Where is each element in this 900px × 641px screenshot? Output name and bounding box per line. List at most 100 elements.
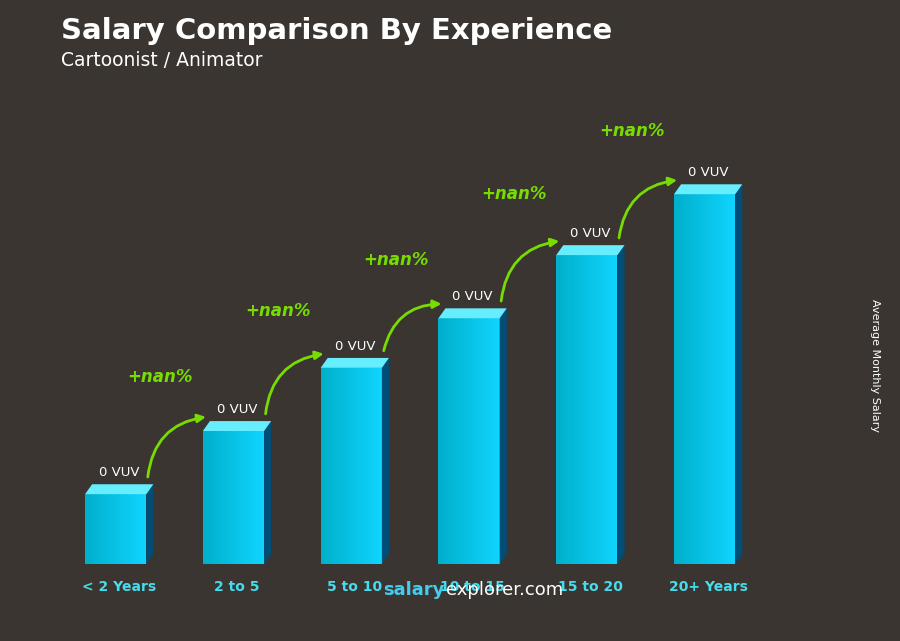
- Bar: [221, 431, 223, 564]
- Bar: [117, 494, 119, 564]
- Bar: [589, 255, 590, 564]
- Polygon shape: [86, 484, 153, 494]
- Bar: [440, 318, 442, 564]
- Bar: [259, 431, 261, 564]
- Polygon shape: [438, 308, 507, 318]
- Bar: [374, 368, 376, 564]
- Bar: [366, 368, 368, 564]
- Bar: [454, 318, 455, 564]
- Bar: [570, 255, 572, 564]
- Bar: [215, 431, 217, 564]
- Bar: [492, 318, 493, 564]
- Bar: [446, 318, 447, 564]
- Text: Average Monthly Salary: Average Monthly Salary: [869, 299, 880, 432]
- Bar: [676, 194, 677, 564]
- Bar: [131, 494, 132, 564]
- Bar: [213, 431, 215, 564]
- Bar: [244, 431, 246, 564]
- Bar: [689, 194, 691, 564]
- Bar: [224, 431, 226, 564]
- Bar: [573, 255, 574, 564]
- Bar: [327, 368, 328, 564]
- Polygon shape: [617, 245, 625, 564]
- Bar: [466, 318, 467, 564]
- Bar: [462, 318, 463, 564]
- Text: 0 VUV: 0 VUV: [688, 166, 728, 179]
- Bar: [212, 431, 213, 564]
- Bar: [709, 194, 711, 564]
- Text: salary: salary: [383, 581, 445, 599]
- Bar: [359, 368, 361, 564]
- Bar: [685, 194, 687, 564]
- Bar: [116, 494, 117, 564]
- Bar: [615, 255, 616, 564]
- Bar: [720, 194, 722, 564]
- Text: 0 VUV: 0 VUV: [453, 290, 493, 303]
- Bar: [582, 255, 584, 564]
- Bar: [447, 318, 449, 564]
- Bar: [493, 318, 495, 564]
- Polygon shape: [147, 484, 153, 564]
- Text: +nan%: +nan%: [364, 251, 428, 269]
- Bar: [562, 255, 564, 564]
- Bar: [593, 255, 595, 564]
- Bar: [139, 494, 140, 564]
- Polygon shape: [320, 358, 389, 368]
- Text: 0 VUV: 0 VUV: [99, 466, 140, 479]
- Bar: [258, 431, 259, 564]
- Bar: [585, 255, 587, 564]
- Bar: [567, 255, 569, 564]
- Bar: [379, 368, 381, 564]
- Bar: [355, 368, 356, 564]
- Bar: [233, 431, 235, 564]
- Bar: [486, 318, 488, 564]
- Bar: [600, 255, 602, 564]
- Bar: [88, 494, 90, 564]
- Bar: [482, 318, 484, 564]
- Bar: [717, 194, 718, 564]
- Bar: [207, 431, 209, 564]
- Bar: [338, 368, 339, 564]
- Bar: [442, 318, 443, 564]
- Bar: [218, 431, 220, 564]
- Bar: [237, 431, 239, 564]
- Bar: [202, 431, 204, 564]
- Bar: [595, 255, 596, 564]
- Bar: [104, 494, 105, 564]
- Bar: [108, 494, 110, 564]
- Bar: [455, 318, 457, 564]
- Bar: [238, 431, 239, 564]
- Bar: [473, 318, 475, 564]
- Bar: [356, 368, 357, 564]
- Text: 5 to 10: 5 to 10: [328, 580, 382, 594]
- Bar: [204, 431, 206, 564]
- Bar: [102, 494, 104, 564]
- Polygon shape: [202, 421, 271, 431]
- Bar: [132, 494, 134, 564]
- Bar: [134, 494, 136, 564]
- Bar: [95, 494, 97, 564]
- Bar: [335, 368, 336, 564]
- Bar: [91, 494, 93, 564]
- Bar: [683, 194, 685, 564]
- Bar: [599, 255, 600, 564]
- Bar: [478, 318, 480, 564]
- Bar: [680, 194, 681, 564]
- Bar: [322, 368, 324, 564]
- Bar: [365, 368, 366, 564]
- Bar: [711, 194, 712, 564]
- Bar: [604, 255, 605, 564]
- Bar: [458, 318, 460, 564]
- Bar: [731, 194, 733, 564]
- Bar: [333, 368, 335, 564]
- Bar: [126, 494, 128, 564]
- Bar: [700, 194, 702, 564]
- Text: +nan%: +nan%: [482, 185, 546, 203]
- Bar: [250, 431, 252, 564]
- Bar: [368, 368, 370, 564]
- Bar: [128, 494, 130, 564]
- Bar: [137, 494, 139, 564]
- Bar: [229, 431, 230, 564]
- Bar: [101, 494, 102, 564]
- Bar: [477, 318, 478, 564]
